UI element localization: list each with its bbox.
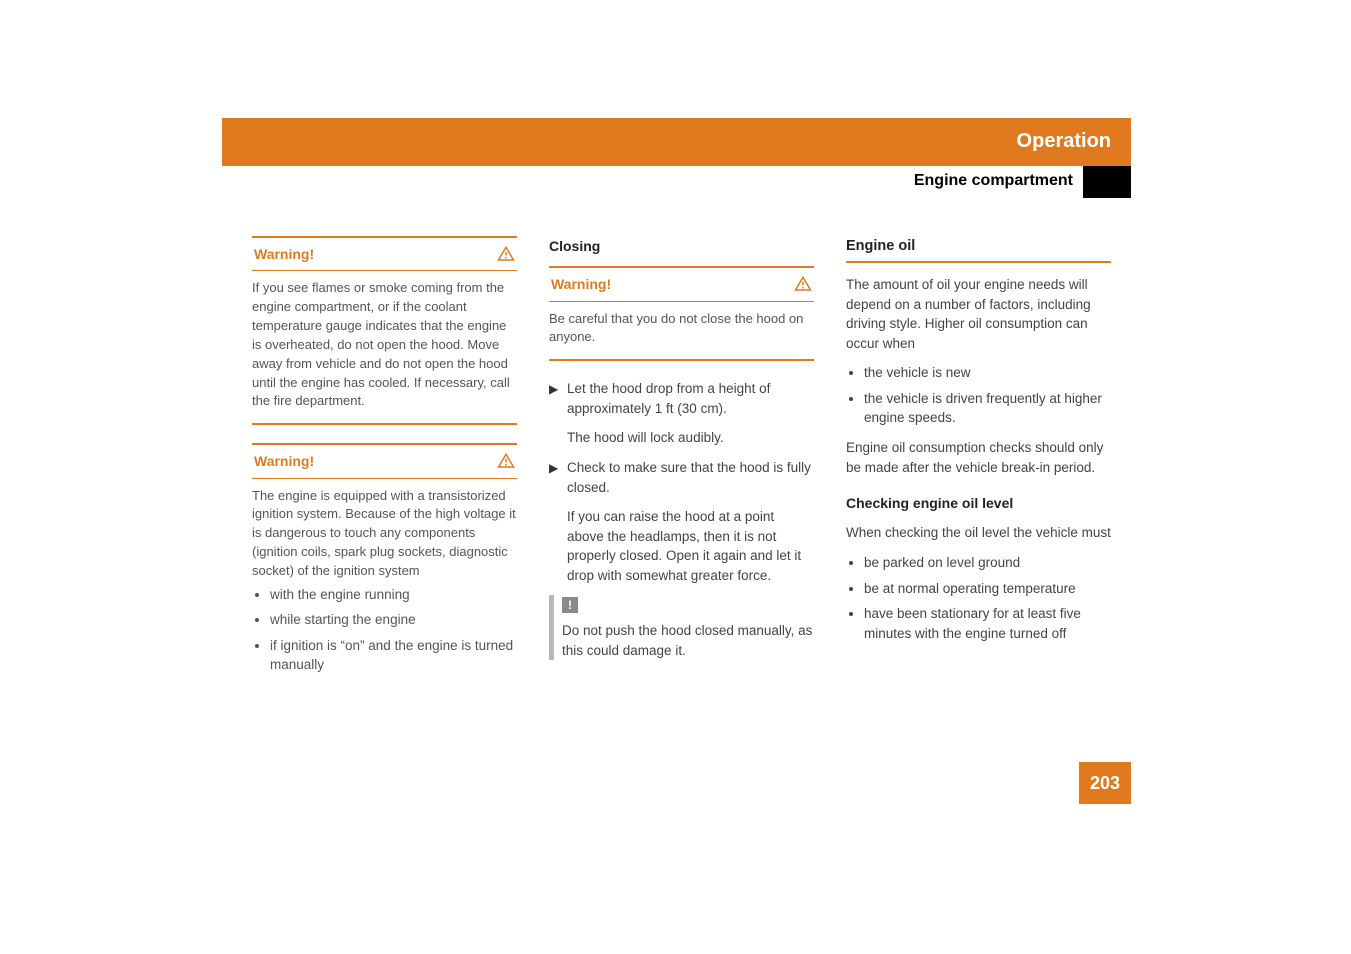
step-result: The hood will lock audibly.	[567, 428, 814, 448]
note-side-bar	[549, 595, 554, 660]
list-item: while starting the engine	[270, 610, 517, 630]
closing-heading: Closing	[549, 236, 814, 256]
breadcrumb-row: Engine compartment	[222, 166, 1131, 198]
list-item: be parked on level ground	[864, 553, 1111, 573]
note-block: ! Do not push the hood closed manually, …	[549, 595, 814, 660]
step-result: If you can raise the hood at a point abo…	[567, 507, 814, 585]
step-arrow-icon: ▶	[549, 379, 567, 418]
step-arrow-icon: ▶	[549, 458, 567, 497]
checking-oil-heading: Checking engine oil level	[846, 493, 1111, 513]
warning-text: The engine is equipped with a transistor…	[252, 488, 516, 578]
warning-header: Warning!	[252, 443, 517, 478]
warning-bullet-list: with the engine running while starting t…	[252, 585, 517, 675]
manual-page: Operation Engine compartment Warning!	[0, 0, 1351, 954]
note-text: Do not push the hood closed manually, as…	[562, 621, 814, 660]
section-title: Operation	[1017, 130, 1111, 153]
engine-oil-heading: Engine oil	[846, 236, 1111, 263]
breadcrumb: Engine compartment	[914, 172, 1073, 190]
procedure-step: ▶ Check to make sure that the hood is fu…	[549, 458, 814, 497]
list-item: have been stationary for at least five m…	[864, 604, 1111, 643]
note-badge-icon: !	[562, 597, 578, 613]
list-item: the vehicle is driven frequently at high…	[864, 389, 1111, 428]
step-text: Let the hood drop from a height of appro…	[567, 379, 814, 418]
list-item: be at normal operating temperature	[864, 579, 1111, 599]
warning-body: Be careful that you do not close the hoo…	[549, 302, 814, 362]
column-1: Warning! If you see flames or smoke comi…	[252, 236, 517, 711]
warning-box-flames: Warning! If you see flames or smoke comi…	[252, 236, 517, 425]
column-3: Engine oil The amount of oil your engine…	[846, 236, 1111, 711]
warning-heading: Warning!	[254, 451, 314, 471]
warning-box-ignition: Warning! The engine is equipped with a t…	[252, 443, 517, 693]
warning-header: Warning!	[252, 236, 517, 271]
section-header-band: Operation	[222, 118, 1131, 166]
warning-triangle-icon	[794, 275, 812, 293]
checking-oil-intro: When checking the oil level the vehicle …	[846, 523, 1111, 543]
oil-check-conditions-list: be parked on level ground be at normal o…	[846, 553, 1111, 643]
warning-triangle-icon	[497, 245, 515, 263]
column-2: Closing Warning! Be careful that you do …	[549, 236, 814, 711]
page-number: 203	[1079, 762, 1131, 804]
warning-heading: Warning!	[551, 274, 611, 294]
warning-header: Warning!	[549, 266, 814, 301]
warning-box-close-hood: Warning! Be careful that you do not clos…	[549, 266, 814, 361]
oil-check-note: Engine oil consumption checks should onl…	[846, 438, 1111, 477]
warning-body: If you see flames or smoke coming from t…	[252, 271, 517, 425]
warning-body: The engine is equipped with a transistor…	[252, 479, 517, 693]
note-body: ! Do not push the hood closed manually, …	[562, 595, 814, 660]
oil-consumption-list: the vehicle is new the vehicle is driven…	[846, 363, 1111, 428]
list-item: with the engine running	[270, 585, 517, 605]
content-area: Warning! If you see flames or smoke comi…	[252, 236, 1112, 711]
columns: Warning! If you see flames or smoke comi…	[252, 236, 1112, 711]
warning-triangle-icon	[497, 452, 515, 470]
engine-oil-intro: The amount of oil your engine needs will…	[846, 275, 1111, 353]
warning-heading: Warning!	[254, 244, 314, 264]
breadcrumb-tab	[1083, 166, 1131, 198]
list-item: if ignition is “on” and the engine is tu…	[270, 636, 517, 675]
list-item: the vehicle is new	[864, 363, 1111, 383]
step-text: Check to make sure that the hood is full…	[567, 458, 814, 497]
procedure-step: ▶ Let the hood drop from a height of app…	[549, 379, 814, 418]
